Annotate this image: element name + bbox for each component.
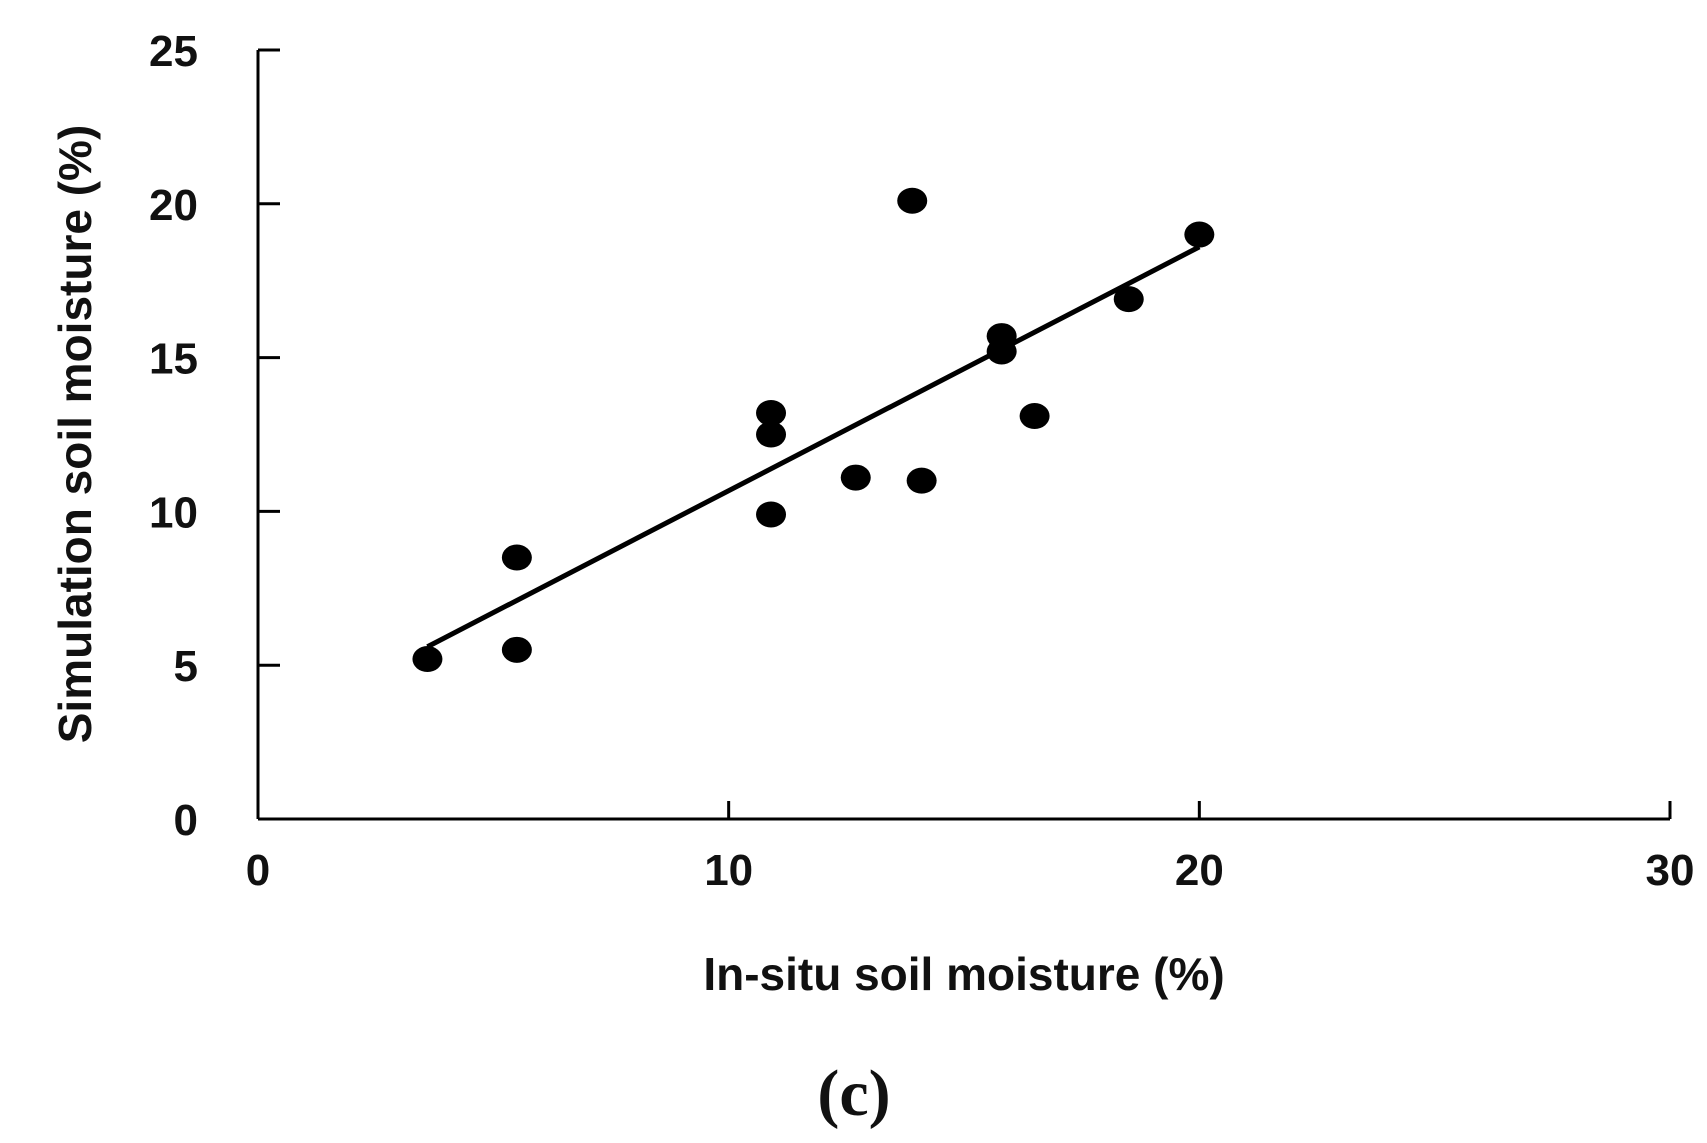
data-point [1113, 286, 1144, 313]
x-tick-label: 30 [1646, 846, 1695, 895]
data-point [897, 187, 928, 214]
axes [256, 50, 1670, 821]
y-tick-label: 20 [149, 181, 198, 230]
x-tick-label: 0 [246, 846, 270, 895]
trendline-layer [426, 244, 1201, 649]
data-point [1019, 403, 1050, 430]
data-point [756, 421, 787, 448]
trendline [426, 244, 1201, 649]
data-point [840, 464, 871, 491]
x-tick-label: 20 [1175, 846, 1224, 895]
data-point [756, 501, 787, 528]
data-point [756, 399, 787, 426]
y-tick-label: 0 [174, 796, 198, 845]
y-tick-label: 25 [149, 27, 198, 76]
x-tick-label: 10 [704, 846, 753, 895]
y-tick-label: 15 [149, 335, 198, 384]
x-axis-title: In-situ soil moisture (%) [703, 948, 1224, 1000]
y-tick-label: 5 [174, 642, 198, 691]
panel-label: (c) [817, 1057, 890, 1130]
y-ticks: 0 5 10 15 20 25 [149, 27, 280, 845]
data-point [1184, 221, 1215, 248]
data-point [906, 467, 937, 494]
data-point [501, 544, 532, 571]
data-point [412, 646, 443, 673]
data-point [501, 636, 532, 663]
y-tick-label: 10 [149, 488, 198, 537]
x-ticks: 0 10 20 30 [246, 801, 1695, 895]
data-point [986, 338, 1017, 365]
y-axis-title: Simulation soil moisture (%) [49, 125, 101, 744]
points-layer [412, 187, 1215, 673]
